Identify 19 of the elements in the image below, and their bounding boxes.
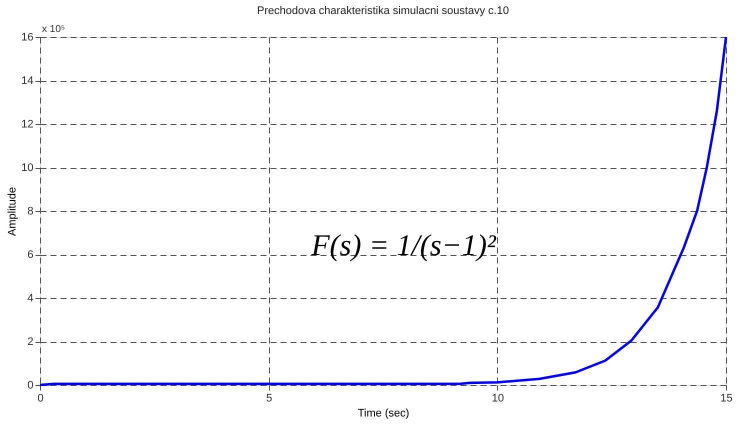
x-tick-label: 0 bbox=[37, 392, 44, 404]
x-tick-label: 15 bbox=[720, 392, 733, 404]
y-tick-label: 0 bbox=[27, 380, 34, 392]
y-tick-label: 10 bbox=[21, 162, 34, 174]
y-tick-label: 16 bbox=[21, 32, 34, 44]
x-tick-label: 10 bbox=[492, 392, 504, 404]
text: x 10⁵ bbox=[42, 24, 66, 35]
line-series bbox=[38, 36, 728, 386]
y-tick-label: 6 bbox=[27, 249, 34, 261]
y-axis-title: Amplitude bbox=[6, 187, 18, 236]
x-axis-title: Time (sec) bbox=[358, 408, 410, 420]
y-tick-label: 8 bbox=[27, 206, 34, 218]
y-tick-label: 14 bbox=[21, 75, 34, 87]
x-tick-label: 5 bbox=[266, 392, 272, 404]
chart-title: Prechodova charakteristika simulacni soustavy c.10 bbox=[257, 5, 509, 17]
y-tick-label: 12 bbox=[21, 118, 34, 130]
y-tick-label: 4 bbox=[27, 292, 34, 304]
annotation: F(s) = 1/(s−1)² bbox=[310, 228, 497, 262]
y-tick-label: 2 bbox=[27, 336, 34, 348]
